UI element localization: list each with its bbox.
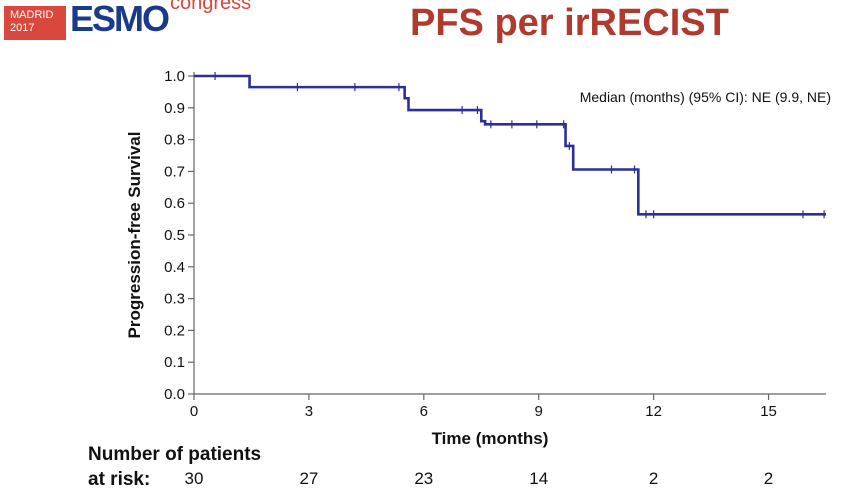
x-tick-label: 9	[535, 403, 543, 420]
y-tick-label: 0.8	[164, 132, 185, 149]
y-tick-label: 0.9	[164, 100, 185, 117]
esmo-logo: MADRID 2017 ESMO congress	[4, 0, 251, 44]
y-axis-label: Progression-free Survival	[125, 132, 144, 339]
logo-word: ESMO	[70, 0, 170, 39]
logo-year: 2017	[10, 22, 35, 34]
y-tick-label: 0.7	[164, 163, 185, 180]
y-tick-label: 0.6	[164, 195, 185, 212]
y-tick-label: 0.3	[164, 291, 185, 308]
at-risk-label-line2: at risk:	[88, 469, 151, 490]
logo-city: MADRID	[10, 9, 54, 21]
y-tick-label: 0.5	[164, 227, 185, 244]
at-risk-count: 23	[414, 469, 434, 488]
x-tick-label: 0	[190, 403, 198, 420]
at-risk-count: 2	[763, 469, 774, 488]
slide-title: PFS per irRECIST	[410, 2, 729, 44]
at-risk-label-line1: Number of patients	[88, 444, 262, 465]
logo-madrid-badge: MADRID 2017	[4, 6, 66, 40]
x-axis-label: Time (months)	[432, 429, 549, 448]
at-risk-count: 30	[184, 469, 204, 488]
x-tick-label: 6	[420, 403, 428, 420]
at-risk-count: 14	[529, 469, 549, 488]
y-tick-label: 0.0	[164, 386, 185, 403]
x-tick-label: 3	[305, 403, 313, 420]
at-risk-count: 27	[299, 469, 319, 488]
at-risk-count: 2	[648, 469, 659, 488]
km-step-curve	[194, 74, 826, 216]
y-tick-label: 0.2	[164, 322, 185, 339]
logo-congress: congress	[170, 0, 252, 14]
y-tick-label: 0.1	[164, 354, 185, 371]
x-tick-label: 15	[760, 403, 777, 420]
y-tick-label: 0.4	[164, 259, 185, 276]
x-tick-label: 12	[645, 403, 662, 420]
y-tick-label: 1.0	[164, 68, 185, 85]
median-annotation: Median (months) (95% CI): NE (9.9, NE)	[580, 89, 831, 105]
